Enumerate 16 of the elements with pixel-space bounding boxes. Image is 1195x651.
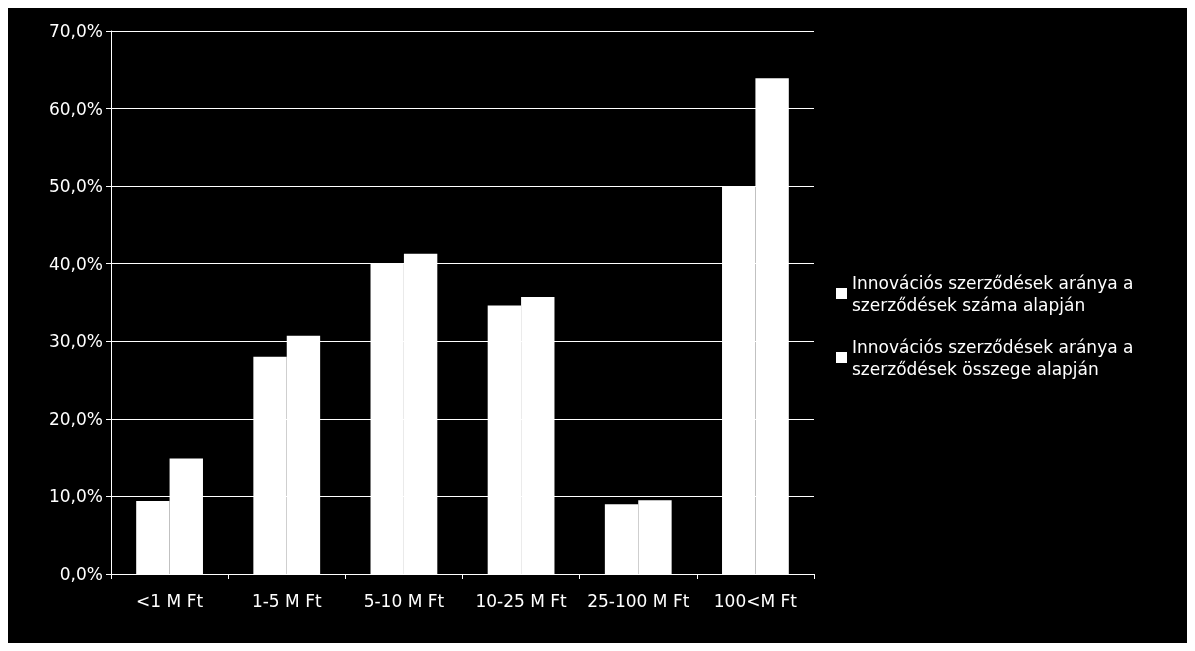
legend-label: Innovációs szerződések aránya a szerződések összege alapján	[852, 336, 1139, 379]
x-tick-label: 10-25 M Ft	[475, 590, 568, 611]
x-tick-label: 5-10 M Ft	[363, 590, 445, 611]
y-tick-label: 50,0%	[48, 176, 103, 197]
x-tick-label: 25-100 M Ft	[587, 590, 690, 611]
y-tick-label: 60,0%	[48, 98, 103, 119]
y-tick-label: 30,0%	[48, 331, 103, 352]
x-tick-label: 1-5 M Ft	[251, 590, 322, 611]
y-tick-label: 40,0%	[48, 253, 103, 274]
x-tick-label: <1 M Ft	[136, 590, 204, 611]
y-tick-label: 0,0%	[59, 564, 103, 584]
y-tick-label: 70,0%	[48, 21, 103, 41]
legend-label: Innovációs szerződések aránya a szerződések száma alapján	[852, 272, 1139, 315]
y-tick-label: 10,0%	[48, 486, 103, 507]
y-tick-label: 20,0%	[48, 408, 103, 429]
x-tick-label: 100<M Ft	[713, 590, 798, 611]
